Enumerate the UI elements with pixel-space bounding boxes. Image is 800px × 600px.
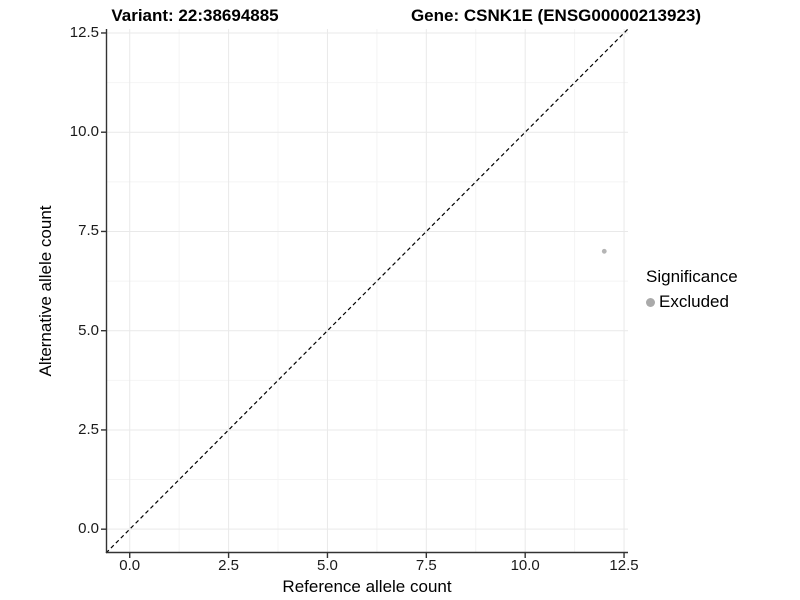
- x-axis-title: Reference allele count: [282, 577, 452, 596]
- y-tick-label: 0.0: [78, 520, 99, 538]
- x-tick-label: 0.0: [119, 557, 141, 574]
- y-tick-label: 7.5: [78, 222, 99, 240]
- legend-item-label: Excluded: [659, 292, 729, 311]
- identity-reference-line: [105, 28, 629, 554]
- x-tick-label: 12.5: [609, 557, 639, 574]
- y-tick-label: 12.5: [69, 23, 99, 41]
- plot-panel: [101, 28, 629, 558]
- legend: Significance Excluded: [646, 267, 738, 312]
- x-tick-label: 2.5: [218, 557, 240, 574]
- y-tick-label: 5.0: [78, 321, 99, 339]
- legend-key-dot-icon: [646, 297, 655, 307]
- legend-item-excluded: Excluded: [646, 292, 738, 312]
- gene-title: Gene: CSNK1E (ENSG00000213923): [410, 6, 702, 25]
- y-axis-title: Alternative allele count: [36, 205, 55, 377]
- y-tick-label: 10.0: [69, 123, 99, 141]
- x-tick-label: 7.5: [415, 557, 437, 574]
- x-tick-label: 10.0: [510, 557, 540, 574]
- variant-title: Variant: 22:38694885: [111, 6, 279, 25]
- y-tick-label: 2.5: [78, 420, 99, 438]
- data-point: [601, 248, 607, 254]
- plot-canvas: [101, 28, 629, 558]
- x-tick-label: 5.0: [317, 557, 338, 574]
- legend-title: Significance: [646, 267, 738, 286]
